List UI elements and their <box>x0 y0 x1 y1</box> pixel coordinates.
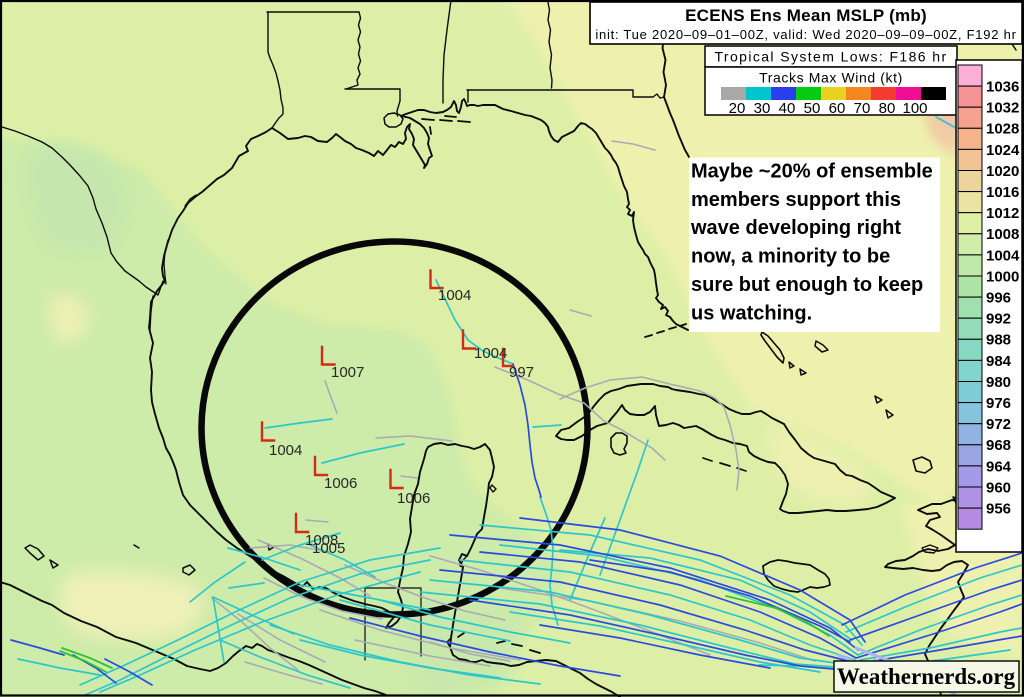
svg-text:100: 100 <box>902 100 927 117</box>
svg-text:1016: 1016 <box>986 184 1019 201</box>
svg-text:972: 972 <box>986 416 1011 433</box>
svg-text:997: 997 <box>509 364 534 381</box>
svg-text:1036: 1036 <box>986 79 1019 96</box>
svg-text:1004: 1004 <box>269 442 302 459</box>
svg-text:956: 956 <box>986 501 1011 518</box>
svg-text:70: 70 <box>854 100 871 117</box>
svg-text:1004: 1004 <box>438 287 471 304</box>
svg-text:1007: 1007 <box>331 364 364 381</box>
svg-text:40: 40 <box>779 100 796 117</box>
svg-text:992: 992 <box>986 311 1011 328</box>
svg-text:ECENS Ens Mean MSLP (mb): ECENS Ens Mean MSLP (mb) <box>685 6 927 25</box>
svg-text:sure but enough to keep: sure but enough to keep <box>691 274 923 296</box>
svg-text:984: 984 <box>986 353 1012 370</box>
svg-text:80: 80 <box>879 100 896 117</box>
svg-text:980: 980 <box>986 374 1011 391</box>
svg-text:1024: 1024 <box>986 142 1020 159</box>
svg-text:1008: 1008 <box>986 226 1019 243</box>
svg-text:1000: 1000 <box>986 268 1019 285</box>
svg-text:964: 964 <box>986 458 1012 475</box>
svg-text:members support this: members support this <box>691 189 901 211</box>
svg-text:1020: 1020 <box>986 163 1019 180</box>
svg-text:1028: 1028 <box>986 121 1019 138</box>
svg-text:60: 60 <box>829 100 846 117</box>
svg-text:us watching.: us watching. <box>691 302 812 324</box>
svg-text:976: 976 <box>986 395 1011 412</box>
svg-text:30: 30 <box>754 100 771 117</box>
svg-text:1004: 1004 <box>986 247 1020 264</box>
svg-text:1006: 1006 <box>324 475 357 492</box>
svg-text:now, a minority to be: now, a minority to be <box>691 246 890 268</box>
svg-text:50: 50 <box>804 100 821 117</box>
svg-text:1008: 1008 <box>305 532 338 549</box>
svg-text:1012: 1012 <box>986 205 1019 222</box>
svg-text:wave developing right: wave developing right <box>690 217 901 239</box>
svg-text:Weathernerds.org: Weathernerds.org <box>837 664 1016 689</box>
svg-text:init: Tue 2020–09–01–00Z, vali: init: Tue 2020–09–01–00Z, valid: Wed 202… <box>595 27 1016 42</box>
svg-text:1005: 1005 <box>312 540 345 557</box>
svg-text:Tropical System Lows: F186 hr: Tropical System Lows: F186 hr <box>714 49 947 65</box>
svg-text:960: 960 <box>986 479 1011 496</box>
svg-text:968: 968 <box>986 437 1011 454</box>
svg-text:1004: 1004 <box>474 345 507 362</box>
svg-text:996: 996 <box>986 290 1011 307</box>
svg-text:20: 20 <box>729 100 746 117</box>
svg-text:1006: 1006 <box>397 490 430 507</box>
svg-text:Tracks Max Wind (kt): Tracks Max Wind (kt) <box>759 70 903 86</box>
svg-text:Maybe ~20% of ensemble: Maybe ~20% of ensemble <box>691 160 933 182</box>
svg-text:988: 988 <box>986 332 1011 349</box>
svg-text:1032: 1032 <box>986 100 1019 117</box>
